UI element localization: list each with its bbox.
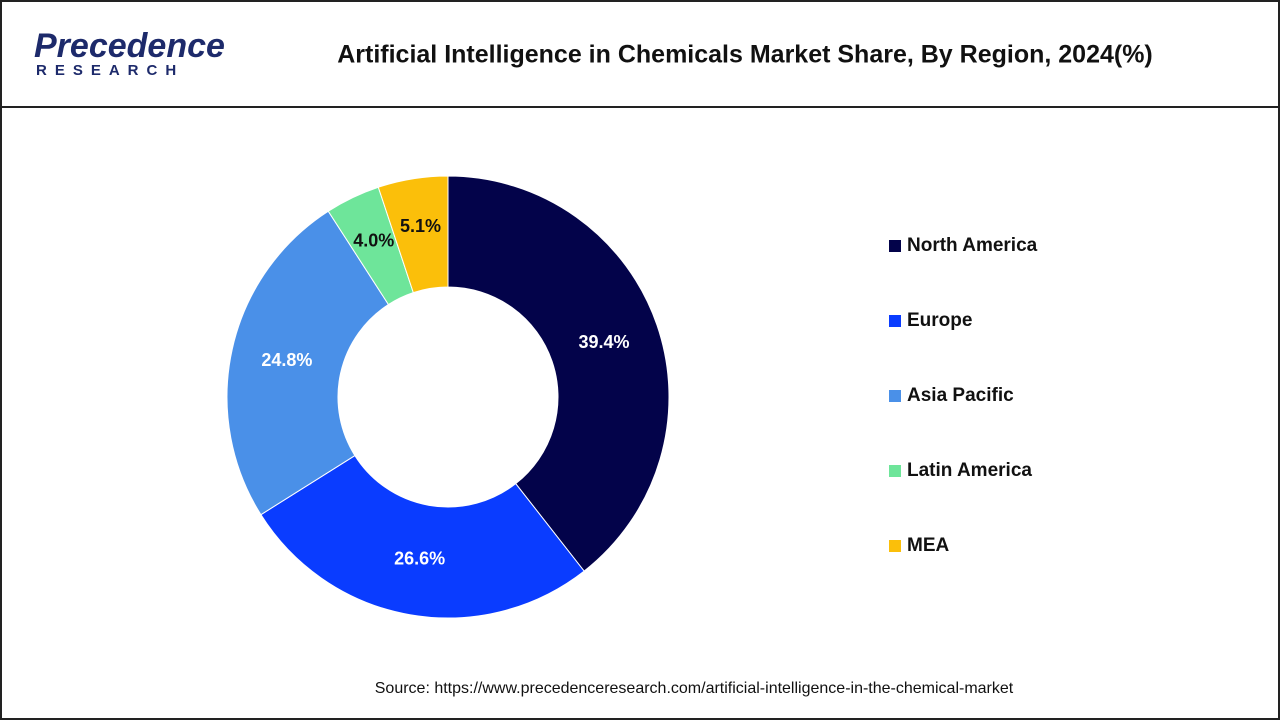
slice-label: 4.0% <box>353 231 394 251</box>
legend-swatch <box>889 390 901 402</box>
donut-slice <box>226 210 390 516</box>
legend-label: Latin America <box>907 460 1032 481</box>
donut-slice <box>377 175 449 294</box>
legend-swatch <box>889 315 901 327</box>
chart-title: Artificial Intelligence in Chemicals Mar… <box>337 41 1153 69</box>
slice-label: 5.1% <box>400 216 441 236</box>
legend-label: North America <box>907 235 1038 256</box>
donut-slice <box>447 175 670 572</box>
legend-swatch <box>889 240 901 252</box>
logo-name: Precedence <box>34 27 225 65</box>
legend-swatch <box>889 465 901 477</box>
donut-slice <box>260 454 585 619</box>
legend-label: Europe <box>907 310 972 331</box>
logo-tagline: RESEARCH <box>36 62 184 79</box>
source-note: Source: https://www.precedenceresearch.c… <box>375 680 1014 697</box>
legend-label: Asia Pacific <box>907 385 1014 406</box>
slice-label: 39.4% <box>578 332 629 352</box>
legend-label: MEA <box>907 535 950 556</box>
legend-swatch <box>889 540 901 552</box>
slice-label: 24.8% <box>261 350 312 370</box>
slice-label: 26.6% <box>394 548 445 568</box>
